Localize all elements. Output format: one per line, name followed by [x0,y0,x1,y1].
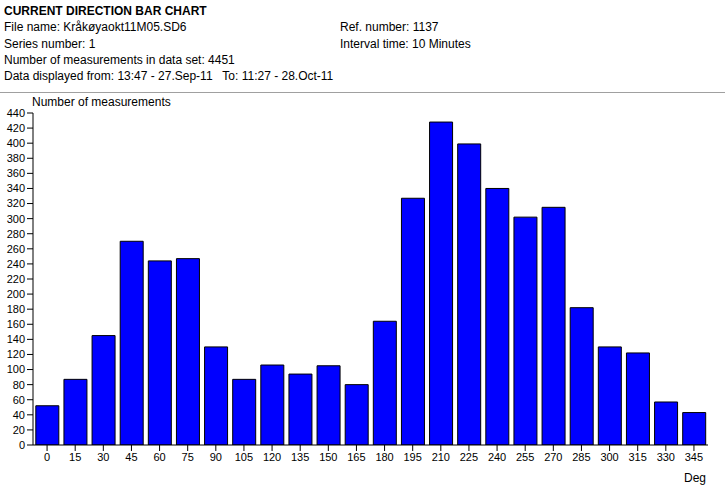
svg-text:400: 400 [8,137,25,149]
svg-text:180: 180 [375,451,393,463]
svg-text:380: 380 [8,152,25,164]
svg-text:315: 315 [629,451,647,463]
svg-text:220: 220 [8,273,25,285]
svg-text:255: 255 [516,451,534,463]
html-text:CURRENT DIRECTION BAR CHART: CURRENT DIRECTION BAR CHART [4,4,207,18]
svg-text:45: 45 [125,451,137,463]
svg-text:420: 420 [8,122,25,134]
svg-text:345: 345 [685,451,703,463]
svg-text:210: 210 [432,451,450,463]
svg-text:80: 80 [13,379,25,391]
svg-text:0: 0 [44,451,50,463]
svg-text:120: 120 [263,451,281,463]
svg-text:165: 165 [347,451,365,463]
svg-text:225: 225 [460,451,478,463]
svg-text:120: 120 [8,348,25,360]
svg-text:440: 440 [8,107,25,119]
svg-text:60: 60 [153,451,165,463]
svg-text:40: 40 [13,409,25,421]
html-text:Interval time: 10 Minutes: Interval time: 10 Minutes [340,37,471,51]
svg-text:195: 195 [404,451,422,463]
svg-text:105: 105 [235,451,253,463]
svg-text:100: 100 [8,363,25,375]
svg-text:330: 330 [657,451,675,463]
svg-text:90: 90 [210,451,222,463]
svg-text:20: 20 [13,424,25,436]
svg-text:320: 320 [8,197,25,209]
svg-text:340: 340 [8,182,25,194]
svg-text:60: 60 [13,394,25,406]
svg-text:135: 135 [291,451,309,463]
svg-text:30: 30 [97,451,109,463]
svg-text:240: 240 [488,451,506,463]
html-text:Series number: 1: Series number: 1 [4,37,96,51]
svg-text:150: 150 [319,451,337,463]
html-text:Number of measurements: Number of measurements [32,95,171,109]
html-text:Data displayed from: 13:47 - 2: Data displayed from: 13:47 - 27.Sep-11 T… [4,69,334,83]
svg-text:240: 240 [8,258,25,270]
svg-text:300: 300 [8,213,25,225]
svg-text:270: 270 [544,451,562,463]
svg-text:260: 260 [8,243,25,255]
html-text:Deg: Deg [684,471,706,485]
svg-text:140: 140 [8,333,25,345]
svg-text:280: 280 [8,228,25,240]
svg-text:200: 200 [8,288,25,300]
html-text:Number of measurements in data: Number of measurements in data set: 4451 [4,53,235,67]
svg-text:360: 360 [8,167,25,179]
svg-text:0: 0 [19,439,25,451]
svg-text:180: 180 [8,303,25,315]
html-text:Ref. number: 1137: Ref. number: 1137 [340,20,439,34]
html-text:File name: Kråkøyaokt11M05.SD6: File name: Kråkøyaokt11M05.SD6 [4,20,187,34]
svg-text:300: 300 [600,451,618,463]
svg-text:285: 285 [572,451,590,463]
svg-text:15: 15 [69,451,81,463]
svg-text:160: 160 [8,318,25,330]
svg-text:75: 75 [182,451,194,463]
